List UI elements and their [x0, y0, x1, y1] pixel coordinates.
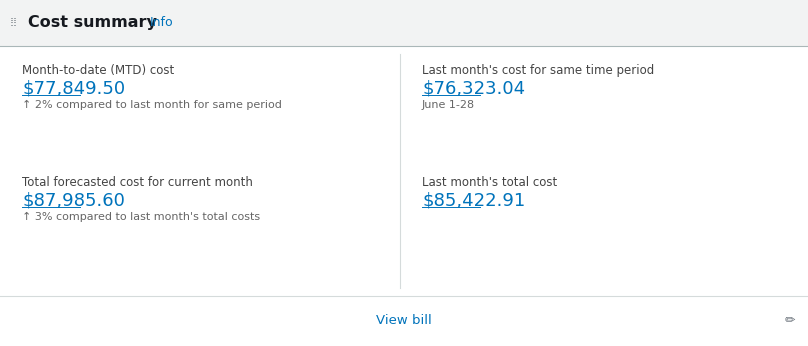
Text: View bill: View bill	[377, 315, 431, 328]
Text: ⁞⁞: ⁞⁞	[10, 17, 18, 29]
Bar	[0, 46, 808, 346]
Text: Info: Info	[150, 17, 174, 29]
Text: ↑ 2% compared to last month for same period: ↑ 2% compared to last month for same per…	[22, 100, 282, 110]
Text: Total forecasted cost for current month: Total forecasted cost for current month	[22, 176, 253, 189]
Text: $77,849.50: $77,849.50	[22, 80, 125, 98]
Text: Last month's total cost: Last month's total cost	[422, 176, 558, 189]
Text: Last month's cost for same time period: Last month's cost for same time period	[422, 64, 654, 77]
Text: Cost summary: Cost summary	[28, 16, 157, 30]
Bar	[0, 0, 808, 46]
Text: $85,422.91: $85,422.91	[422, 192, 525, 210]
Text: Month-to-date (MTD) cost: Month-to-date (MTD) cost	[22, 64, 175, 77]
Text: ✏: ✏	[785, 315, 795, 328]
Text: June 1-28: June 1-28	[422, 100, 475, 110]
Text: ↑ 3% compared to last month's total costs: ↑ 3% compared to last month's total cost…	[22, 212, 260, 222]
Text: $76,323.04: $76,323.04	[422, 80, 525, 98]
Text: $87,985.60: $87,985.60	[22, 192, 125, 210]
